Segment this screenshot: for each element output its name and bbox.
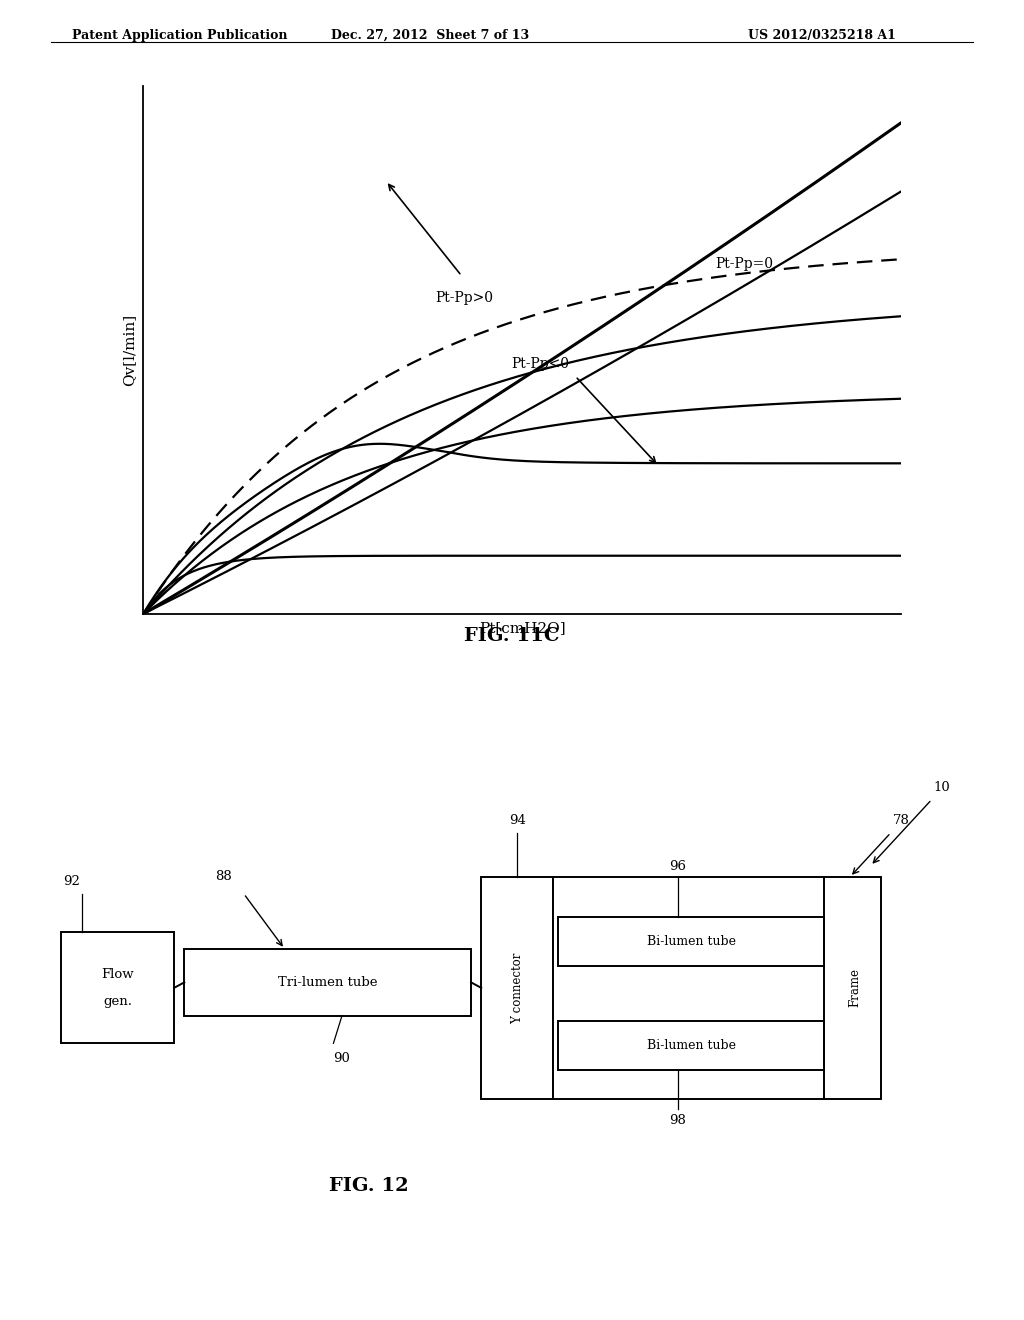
Text: gen.: gen. bbox=[103, 995, 132, 1008]
Text: 98: 98 bbox=[670, 1114, 686, 1127]
Text: 78: 78 bbox=[893, 814, 909, 828]
Text: Y connector: Y connector bbox=[511, 952, 523, 1023]
Bar bbox=[184, 949, 471, 1015]
Bar bbox=[481, 876, 553, 1098]
Bar bbox=[558, 1022, 824, 1071]
Text: 88: 88 bbox=[215, 870, 231, 883]
Bar bbox=[553, 876, 881, 1098]
Text: Frame: Frame bbox=[849, 969, 861, 1007]
Text: Bi-lumen tube: Bi-lumen tube bbox=[647, 1039, 735, 1052]
Text: 90: 90 bbox=[334, 1052, 350, 1065]
X-axis label: Pt[cmH2O]: Pt[cmH2O] bbox=[479, 620, 565, 635]
Text: 94: 94 bbox=[509, 814, 525, 828]
Text: Pt-Pp<0: Pt-Pp<0 bbox=[511, 358, 569, 371]
Bar bbox=[558, 917, 824, 966]
Text: US 2012/0325218 A1: US 2012/0325218 A1 bbox=[748, 29, 895, 42]
Text: FIG. 12: FIG. 12 bbox=[329, 1177, 409, 1196]
Text: Pt-Pp>0: Pt-Pp>0 bbox=[435, 292, 494, 305]
Bar bbox=[61, 932, 174, 1043]
Text: Flow: Flow bbox=[101, 968, 134, 981]
Text: Dec. 27, 2012  Sheet 7 of 13: Dec. 27, 2012 Sheet 7 of 13 bbox=[331, 29, 529, 42]
Text: 10: 10 bbox=[934, 781, 950, 793]
Text: FIG. 11C: FIG. 11C bbox=[464, 627, 560, 645]
Text: Pt-Pp=0: Pt-Pp=0 bbox=[716, 257, 773, 271]
Text: 92: 92 bbox=[63, 875, 80, 888]
Text: 96: 96 bbox=[670, 859, 686, 873]
Text: Bi-lumen tube: Bi-lumen tube bbox=[647, 935, 735, 948]
Text: Patent Application Publication: Patent Application Publication bbox=[72, 29, 287, 42]
Text: Tri-lumen tube: Tri-lumen tube bbox=[278, 975, 378, 989]
Y-axis label: Qv[l/min]: Qv[l/min] bbox=[123, 314, 136, 385]
